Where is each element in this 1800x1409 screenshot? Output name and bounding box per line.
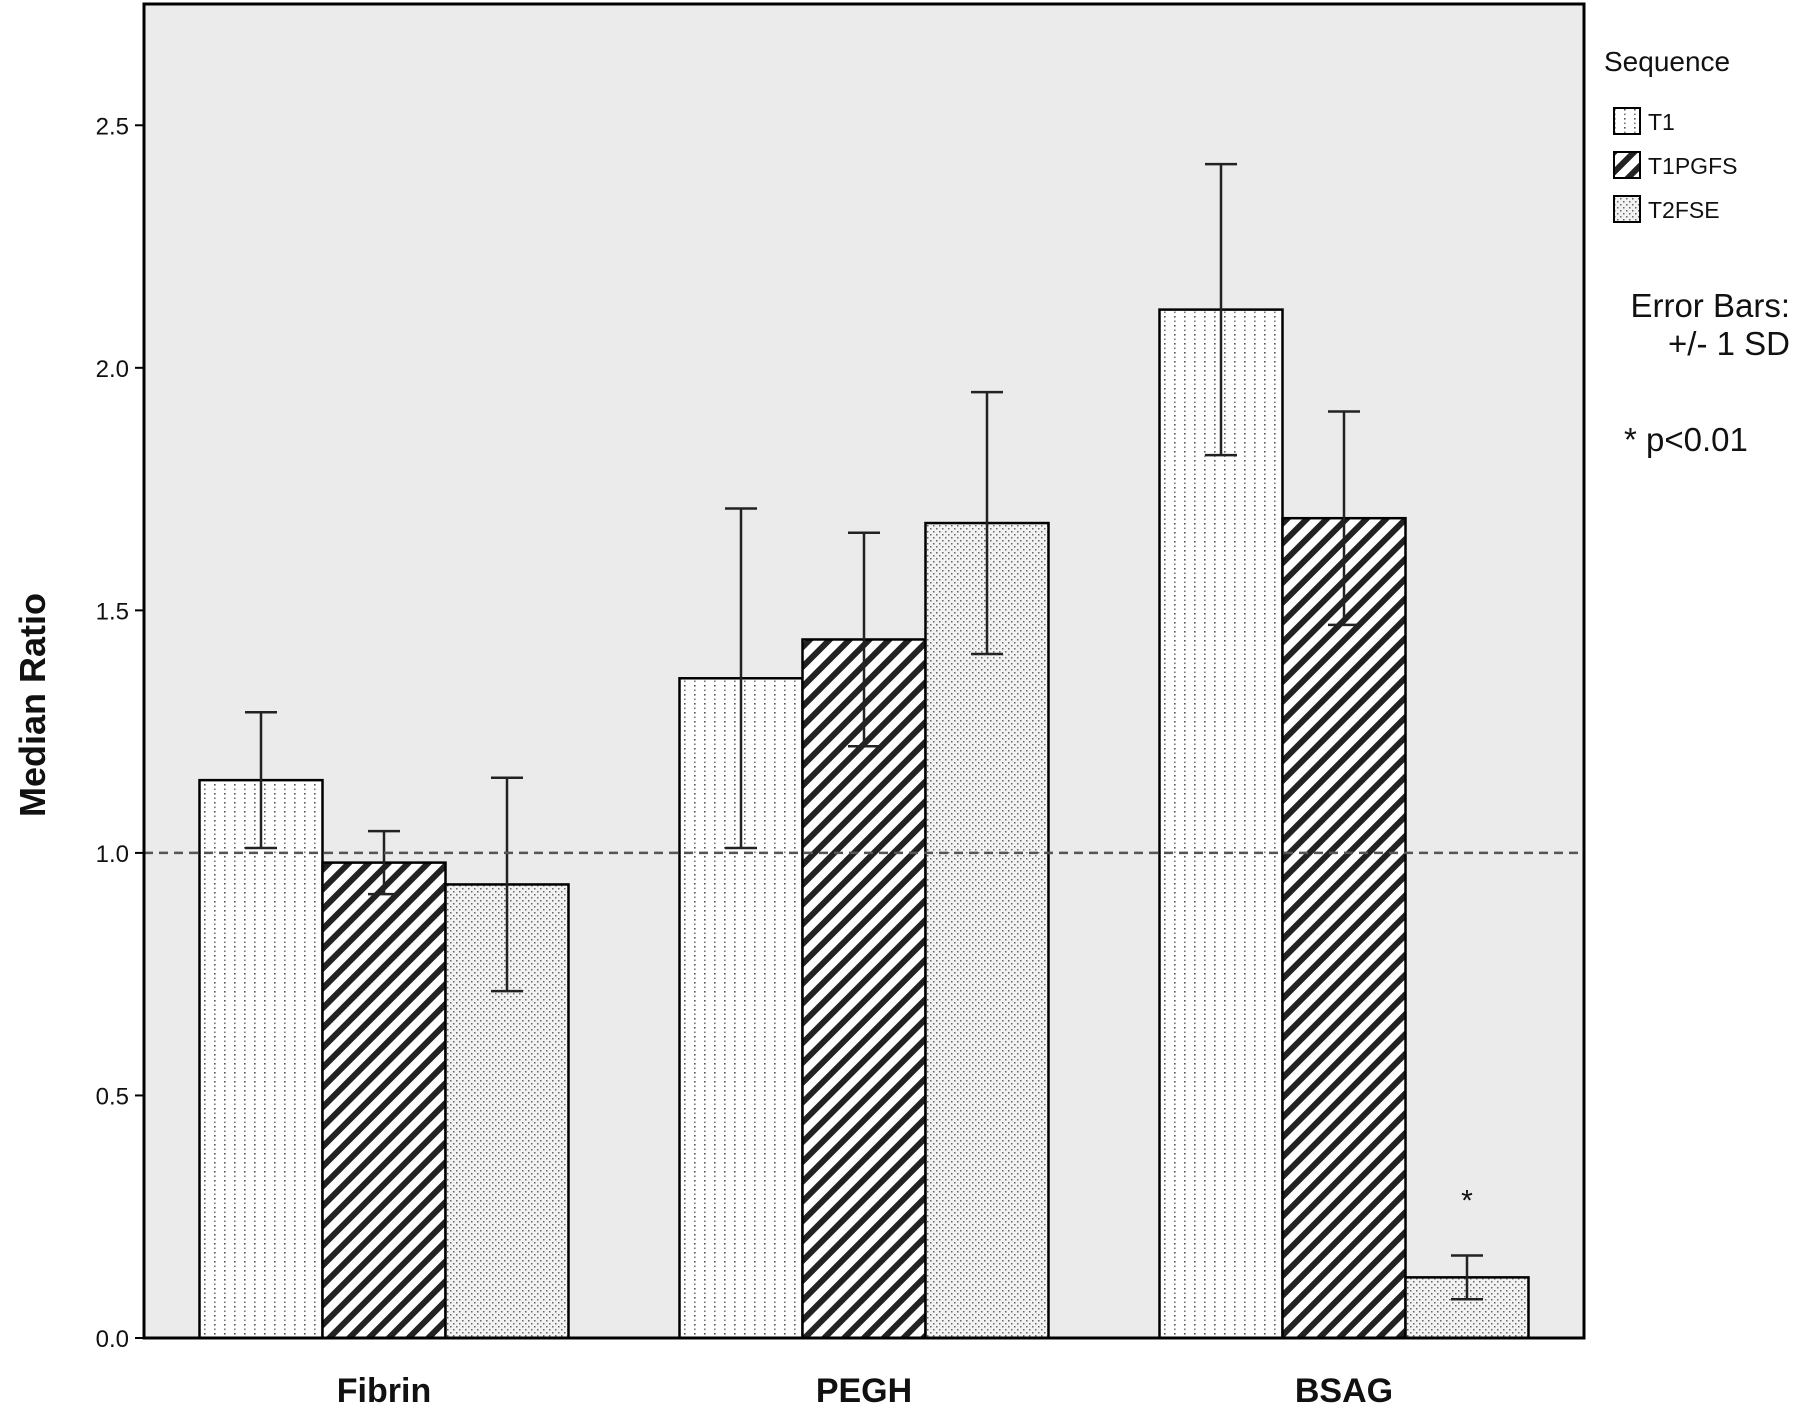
error-bar [725,507,757,850]
error-bars-note-line2: +/- 1 SD [1668,325,1790,362]
error-bar [1328,410,1360,627]
plot-frame [142,2,1586,1340]
legend-label: T1PGFS [1648,153,1737,179]
legend-swatch-t1 [1613,107,1641,135]
x-category-label: PEGH [816,1372,912,1409]
error-bar [1451,1254,1483,1301]
y-tick-label: 2.5 [96,113,129,140]
significance-note: * p<0.01 [1624,421,1748,458]
bar-t1pgfs-bsag [1281,516,1407,1340]
legend: Sequence T1 T1PGFS T2FSE Error Bars: +/- 1… [1604,46,1790,458]
legend-swatch-t1pgfs [1613,151,1641,179]
legend-label: T2FSE [1648,197,1720,223]
legend-items: T1 T1PGFS T2FSE [1613,107,1737,223]
y-tick-label: 1.0 [96,841,129,868]
bar-t1pgfs-fibrin [321,861,447,1340]
axes-layer: 0.0 0.5 1.0 1.5 2.0 2.5 Fibrin PEGH BSAG [96,113,1584,1409]
legend-label: T1 [1648,109,1675,135]
error-bar [971,390,1003,656]
legend-swatch-t2fse [1613,195,1641,223]
x-category-label: Fibrin [337,1372,431,1409]
error-bar [1205,162,1237,457]
legend-title: Sequence [1604,46,1730,77]
significance-marker: * [1461,1185,1473,1218]
bar-t2fse-pegh [924,521,1050,1340]
error-bar [368,829,400,896]
error-bars-note-line1: Error Bars: [1630,287,1790,324]
bar-t1-bsag [1158,308,1284,1340]
error-bar [848,531,880,748]
y-tick-label: 0.5 [96,1083,129,1110]
error-bar [245,710,277,850]
y-tick-label: 1.5 [96,598,129,625]
bars-layer: * [198,162,1530,1340]
y-tick-label: 2.0 [96,356,129,383]
y-axis-title: Median Ratio [12,593,53,817]
y-tick-label: 0.0 [96,1326,129,1353]
x-category-label: BSAG [1295,1372,1393,1409]
bar-t1-fibrin [198,778,324,1340]
error-bar [491,776,523,993]
